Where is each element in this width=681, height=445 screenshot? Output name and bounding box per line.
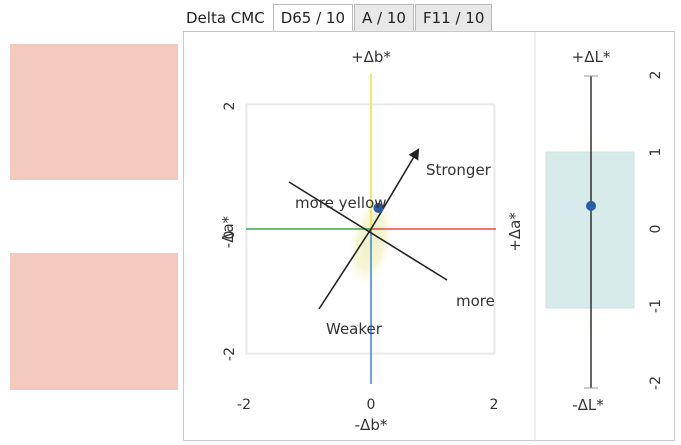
plus-l-label: +ΔL* xyxy=(572,48,611,66)
weaker-annotation: Weaker xyxy=(326,320,383,338)
minus-l-label: -ΔL* xyxy=(572,396,604,414)
y-tick-2: 2 xyxy=(222,102,238,111)
plus-b-label: +Δb* xyxy=(351,48,391,66)
y-tick-minus2: -2 xyxy=(222,347,238,361)
x-tick-minus2: -2 xyxy=(237,397,251,413)
x-tick-2: 2 xyxy=(490,397,499,413)
weaker-line xyxy=(318,228,372,310)
l-tick-label: -1 xyxy=(648,299,664,313)
l-tolerance-region xyxy=(545,151,635,309)
color-difference-panel: +Δb* -Δb* -Δa* +Δa* -2 0 2 2 0 -2 Strong… xyxy=(183,31,675,442)
tab-f11-10[interactable]: F11 / 10 xyxy=(414,4,493,31)
l-sample-point xyxy=(586,200,596,211)
l-tick-label: -2 xyxy=(648,376,664,390)
plus-a-label: +Δa* xyxy=(506,212,524,252)
y-tick-0: 0 xyxy=(222,231,238,240)
more-annotation: more xyxy=(456,292,495,310)
minus-b-label: -Δb* xyxy=(355,416,388,434)
stronger-arrow xyxy=(370,148,420,230)
l-tick-labels: 2 1 0 -1 -2 xyxy=(648,71,664,390)
l-tick-label: 0 xyxy=(648,225,664,234)
minus-a-label: -Δa* xyxy=(219,215,237,248)
tab-a-10[interactable]: A / 10 xyxy=(354,4,414,31)
color-difference-chart: +Δb* -Δb* -Δa* +Δa* -2 0 2 2 0 -2 Strong… xyxy=(219,32,664,442)
standard-color-swatch xyxy=(10,44,178,180)
tab-d65-10[interactable]: D65 / 10 xyxy=(272,4,354,31)
ab-gridlines xyxy=(246,104,496,354)
more-yellow-annotation: more yellow xyxy=(295,194,387,212)
x-tick-0: 0 xyxy=(367,397,376,413)
hue-direction-line xyxy=(288,181,448,281)
l-tick-label: 1 xyxy=(648,148,664,157)
l-tick-label: 2 xyxy=(648,71,664,80)
illuminant-tab-bar: Delta CMC D65 / 10 A / 10 F11 / 10 xyxy=(186,4,493,31)
sample-color-swatch xyxy=(10,253,178,390)
ab-sample-point xyxy=(373,202,384,213)
delta-cmc-label: Delta CMC xyxy=(186,8,265,27)
stronger-annotation: Stronger xyxy=(426,161,492,179)
